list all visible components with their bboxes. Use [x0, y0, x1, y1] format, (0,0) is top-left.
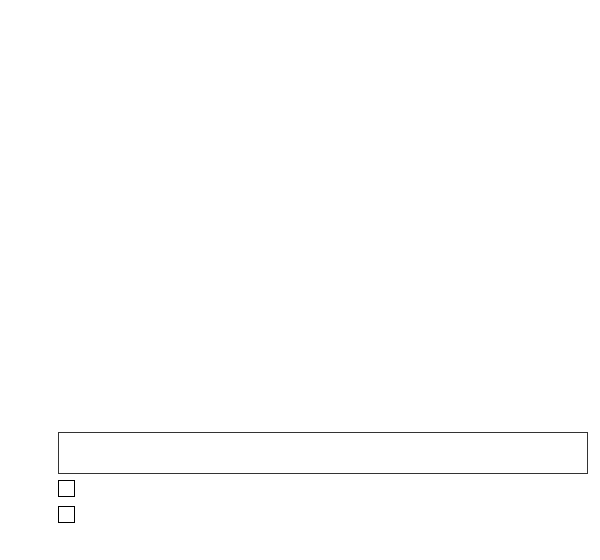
sale-marker	[58, 506, 75, 523]
sale-row	[58, 480, 397, 497]
chart-subtitle	[0, 6, 600, 12]
legend-swatch	[65, 444, 87, 446]
sale-marker	[58, 480, 75, 497]
line-chart-svg	[10, 44, 590, 424]
chart-container	[0, 0, 600, 560]
legend	[58, 432, 588, 474]
legend-item	[65, 437, 581, 453]
sale-row	[58, 506, 397, 523]
chart-area	[10, 44, 590, 424]
legend-item	[65, 453, 581, 469]
legend-swatch	[65, 460, 87, 462]
